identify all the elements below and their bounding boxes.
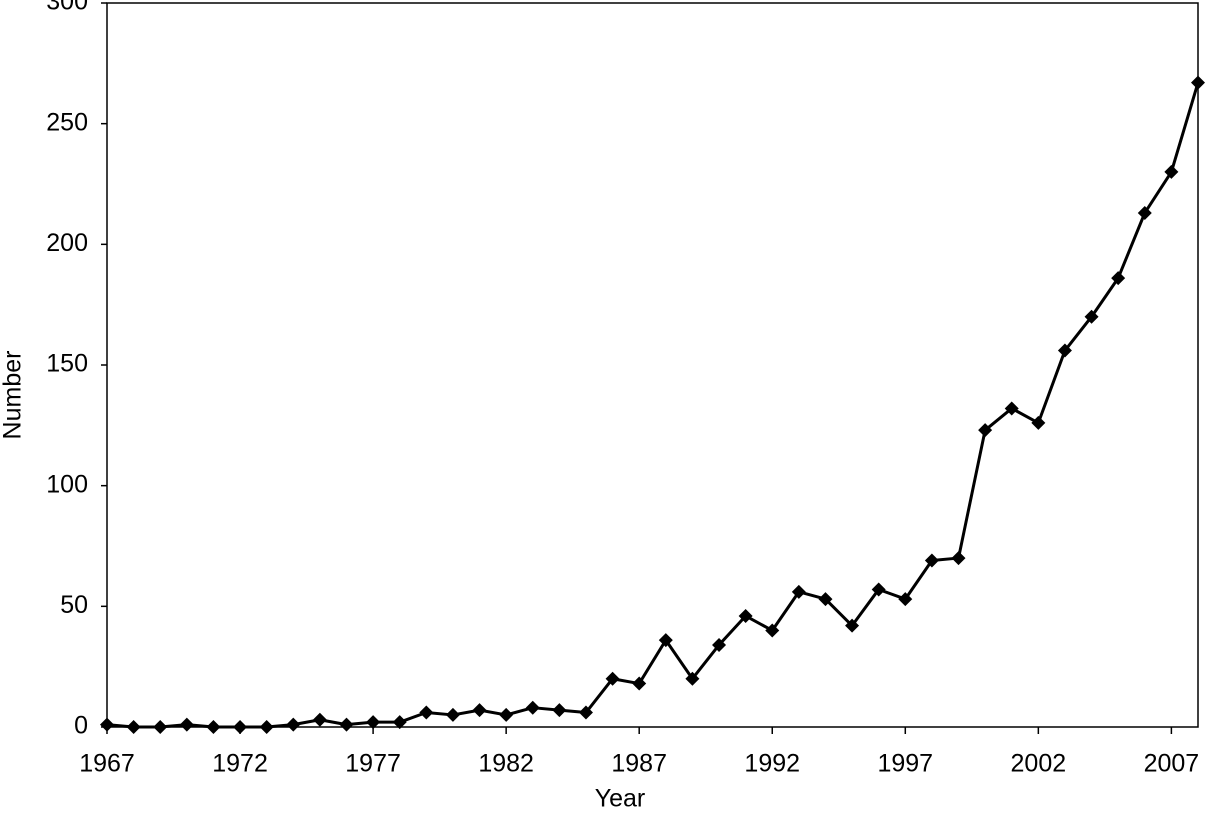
series-line [106, 82, 1200, 729]
marker [153, 720, 168, 734]
x-tick-label: 2002 [1011, 750, 1067, 778]
marker [1031, 415, 1046, 430]
marker [126, 720, 141, 734]
marker [312, 712, 327, 727]
x-tick-label: 1982 [478, 750, 534, 778]
x-tick-label: 1997 [877, 750, 933, 778]
y-tick-label: 300 [46, 0, 88, 16]
marker [738, 608, 753, 623]
y-tick-label: 100 [46, 470, 88, 498]
marker [632, 676, 647, 691]
marker [818, 592, 833, 607]
marker [978, 423, 993, 438]
marker [179, 717, 194, 732]
marker [578, 705, 593, 720]
marker [366, 715, 381, 730]
x-tick-label: 1972 [212, 750, 268, 778]
x-tick-label: 1977 [345, 750, 401, 778]
marker [1084, 309, 1099, 324]
marker [499, 707, 514, 722]
marker [525, 700, 540, 715]
x-tick-label: 1967 [79, 750, 135, 778]
marker [339, 717, 354, 732]
marker [233, 720, 248, 734]
y-tick-label: 50 [60, 591, 88, 619]
marker [898, 592, 913, 607]
marker [1057, 343, 1072, 358]
marker [259, 720, 274, 734]
marker [951, 551, 966, 566]
marker [1111, 271, 1126, 286]
marker [658, 633, 673, 648]
x-tick-label: 1992 [744, 750, 800, 778]
marker [552, 703, 567, 718]
marker [605, 671, 620, 686]
plot-frame [106, 2, 1199, 728]
x-tick-label: 2007 [1144, 750, 1200, 778]
marker [685, 671, 700, 686]
marker [445, 707, 460, 722]
x-tick-label: 1987 [611, 750, 667, 778]
marker [392, 715, 407, 730]
marker [472, 703, 487, 718]
marker [1191, 75, 1205, 90]
marker [845, 618, 860, 633]
y-axis-label: Number [0, 351, 27, 440]
marker [419, 705, 434, 720]
marker [206, 720, 221, 734]
y-tick-label: 200 [46, 229, 88, 257]
marker [712, 637, 727, 652]
marker [1164, 164, 1179, 179]
marker [791, 584, 806, 599]
x-axis-label: Year [595, 785, 646, 813]
marker [765, 623, 780, 638]
marker [1004, 401, 1019, 416]
y-tick-label: 250 [46, 108, 88, 136]
marker [871, 582, 886, 597]
marker [924, 553, 939, 568]
y-tick-label: 150 [46, 350, 88, 378]
y-tick-label: 0 [74, 712, 88, 740]
marker [100, 717, 114, 732]
marker [1137, 205, 1152, 220]
marker [286, 717, 301, 732]
